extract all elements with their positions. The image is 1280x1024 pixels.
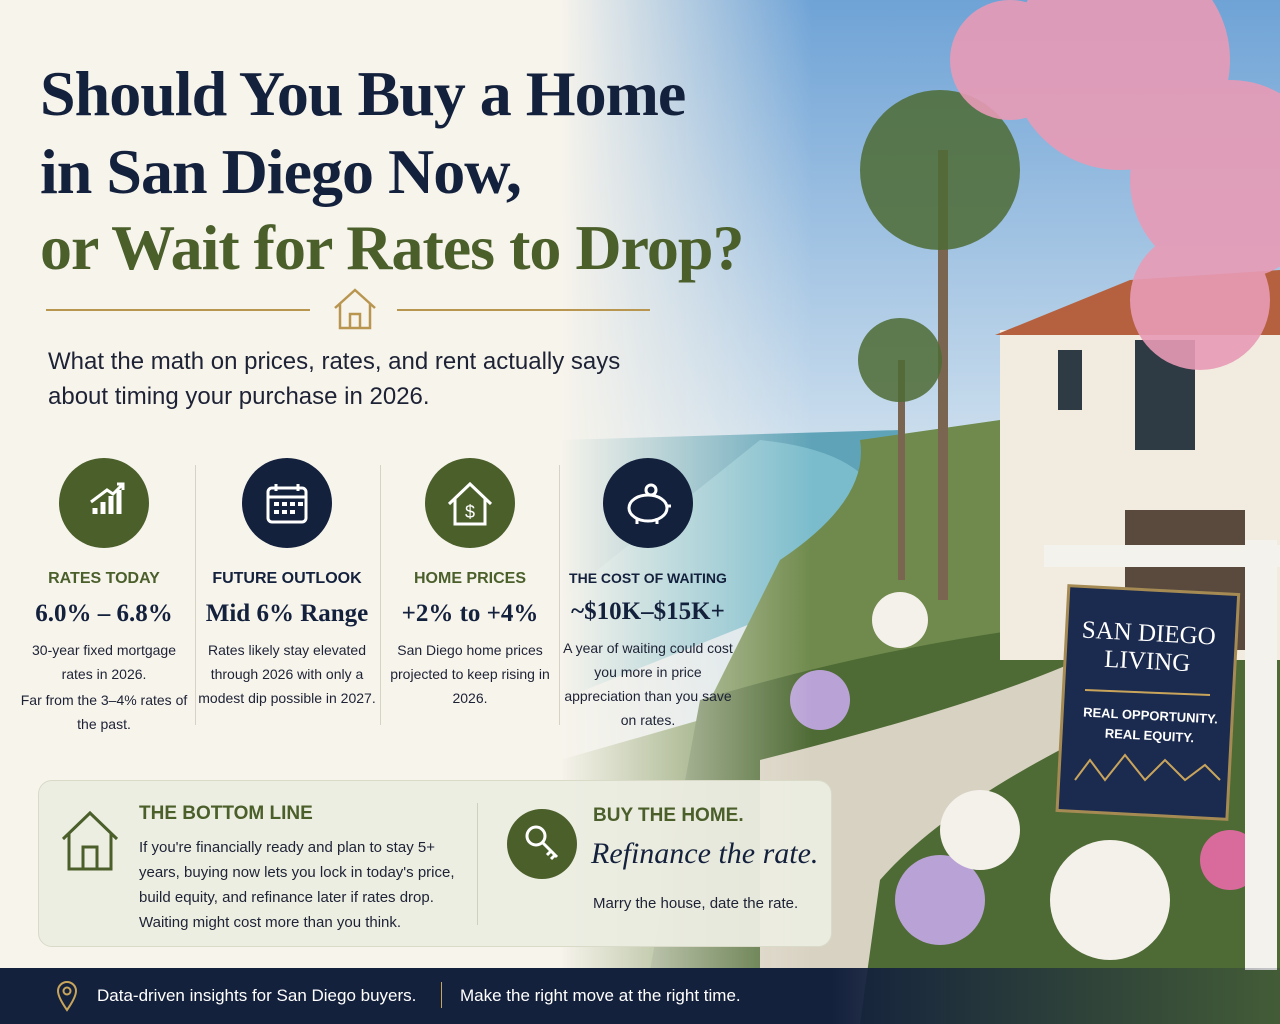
- stat-value: ~$10K–$15K+: [571, 598, 725, 625]
- stat-card: RATES TODAY 6.0% – 6.8% 30-year fixed mort…: [15, 458, 193, 738]
- stat-value: Mid 6% Range: [205, 600, 369, 627]
- separator: [195, 465, 196, 725]
- title-line: in San Diego Now,: [40, 136, 522, 207]
- stat-description-line: Rates likely stay elevated through 2026 …: [198, 642, 376, 706]
- stat-icon: $: [425, 458, 515, 548]
- icon-glyph: $: [447, 481, 493, 526]
- bottom-line-box: THE BOTTOM LINE If you're financially re…: [38, 780, 832, 947]
- stat-description: A year of waiting could cost you more in…: [559, 636, 737, 732]
- subtitle: What the math on prices, rates, and rent…: [48, 348, 621, 410]
- stat-description-line: 30-year fixed mortgage rates in 2026.: [32, 642, 176, 682]
- stat-icon: [242, 458, 332, 548]
- footer-text: Make the right move at the right time.: [460, 986, 741, 1005]
- cta-script: Refinance the rate.: [591, 837, 819, 870]
- footer: [0, 968, 1280, 1024]
- stat-label: FUTURE OUTLOOK: [212, 570, 362, 587]
- stat-label: THE COST OF WAITING: [569, 570, 727, 586]
- stat-value: 6.0% – 6.8%: [35, 600, 173, 627]
- stat-description: Rates likely stay elevated through 2026 …: [198, 638, 376, 710]
- stat-value: +2% to +4%: [401, 600, 539, 627]
- stat-card: $ HOME PRICES +2% to +4% San Diego home pri…: [381, 458, 559, 712]
- stat-card: FUTURE OUTLOOK Mid 6% Range Rates likely s…: [198, 458, 376, 712]
- icon-glyph: [266, 484, 308, 524]
- stat-description-line: Far from the 3–4% rates of the past.: [20, 692, 188, 732]
- stat-card: THE COST OF WAITING ~$10K–$15K+ A year of …: [559, 458, 737, 734]
- pin-icon: [56, 981, 78, 1012]
- title-line: or Wait for Rates to Drop?: [40, 212, 744, 283]
- stat-label: HOME PRICES: [413, 570, 526, 587]
- sign-tagline: REAL OPPORTUNITY. REAL EQUITY.: [1069, 702, 1231, 750]
- house-icon: [61, 810, 119, 871]
- bottom-line-heading: THE BOTTOM LINE: [139, 803, 313, 824]
- icon-glyph: [627, 483, 671, 524]
- separator: [441, 982, 442, 1008]
- stat-description: San Diego home prices projected to keep …: [381, 638, 559, 710]
- cta-text: Marry the house, date the rate.: [593, 895, 799, 912]
- stat-icon: [603, 458, 693, 548]
- key-icon: [507, 809, 577, 879]
- separator: [380, 465, 381, 725]
- stat-description: 30-year fixed mortgage rates in 2026. Far…: [15, 638, 193, 736]
- stat-description-line: San Diego home prices projected to keep …: [390, 642, 550, 706]
- icon-glyph: [90, 482, 125, 514]
- stat-label: RATES TODAY: [48, 570, 160, 587]
- cta-heading: BUY THE HOME.: [593, 805, 744, 826]
- stat-description-line: A year of waiting could cost you more in…: [563, 640, 733, 728]
- title-line: Should You Buy a Home: [40, 58, 686, 129]
- stat-icon: [59, 458, 149, 548]
- bottom-line-text: If you're financially ready and plan to …: [139, 839, 455, 931]
- footer-text: Data-driven insights for San Diego buyer…: [97, 986, 417, 1005]
- separator: [559, 465, 560, 725]
- separator: [477, 803, 478, 925]
- sign-title: SAN DIEGO LIVING: [1062, 616, 1235, 681]
- svg-text:$: $: [465, 502, 475, 522]
